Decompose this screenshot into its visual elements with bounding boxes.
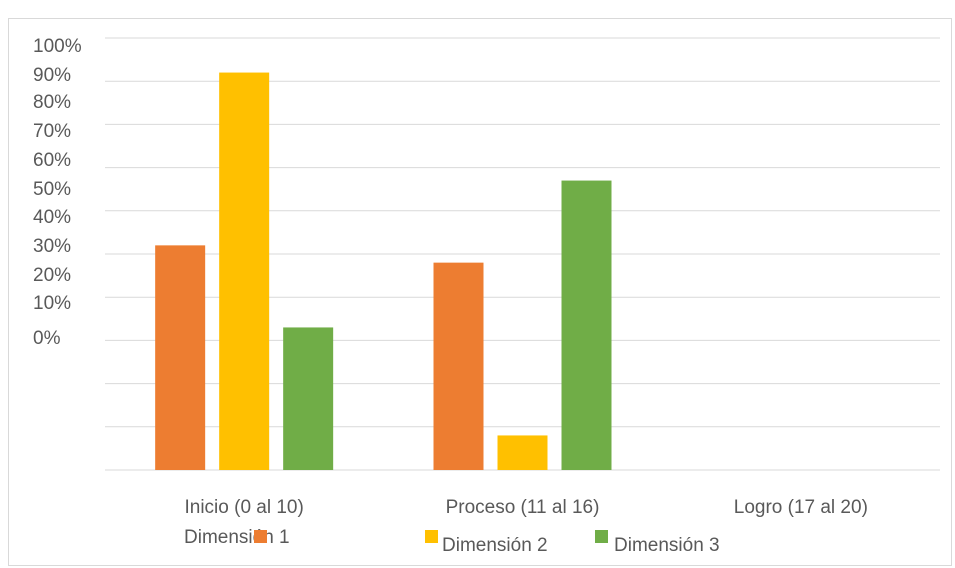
category-label: Proceso (11 al 16) [446, 497, 600, 518]
bar [219, 72, 270, 470]
y-tick-label: 60% [33, 150, 71, 171]
y-tick-label: 0% [33, 328, 61, 349]
category-labels: Inicio (0 al 10) Proceso (11 al 16) Logro … [184, 497, 867, 518]
legend: Dimensión 1 Dimensión 2 Dimensión 3 [184, 527, 720, 556]
category-label: Logro (17 al 20) [734, 497, 868, 518]
legend-label: Dimensión 2 [442, 535, 548, 556]
y-tick-label: 40% [33, 207, 71, 228]
y-tick-label: 20% [33, 265, 71, 286]
y-tick-label: 90% [33, 65, 71, 86]
y-tick-labels: 100% 90% 80% 70% 60% 50% 40% 30% 20% 10% 0% [33, 36, 82, 349]
legend-swatch [425, 530, 438, 543]
bar [155, 245, 206, 470]
bar [497, 435, 548, 470]
y-tick-label: 100% [33, 36, 82, 57]
y-tick-label: 30% [33, 236, 71, 257]
legend-swatch [254, 530, 267, 543]
y-tick-label: 50% [33, 179, 71, 200]
bar [561, 180, 612, 470]
y-tick-label: 80% [33, 92, 71, 113]
bars [155, 72, 612, 470]
y-tick-label: 10% [33, 293, 71, 314]
legend-swatch [595, 530, 608, 543]
legend-label: Dimensión 3 [614, 535, 720, 556]
bar [283, 327, 334, 470]
category-label: Inicio (0 al 10) [184, 497, 303, 518]
y-tick-label: 70% [33, 121, 71, 142]
bar [433, 262, 484, 470]
legend-label: Dimensión 1 [184, 527, 290, 548]
